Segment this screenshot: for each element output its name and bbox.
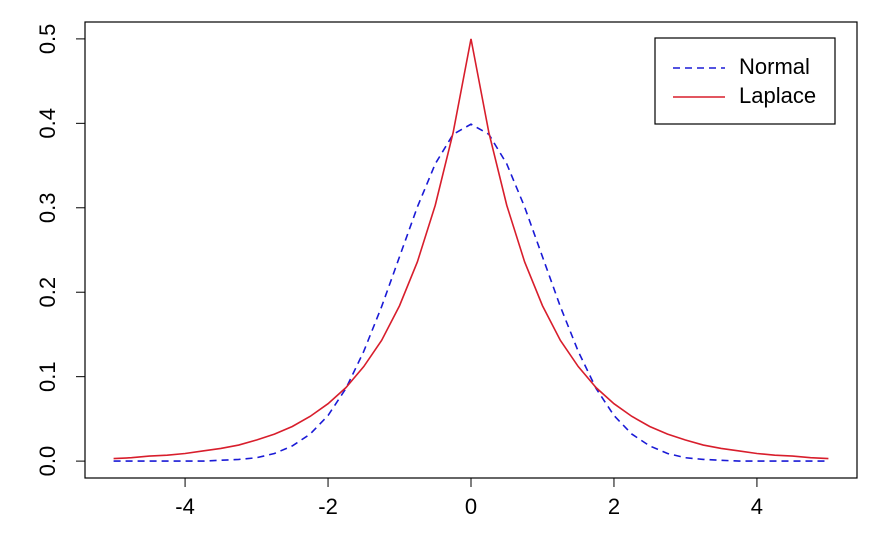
legend-label: Normal <box>739 54 810 79</box>
x-tick-label: 2 <box>608 494 620 519</box>
x-tick-label: -2 <box>318 494 338 519</box>
x-tick-label: 4 <box>751 494 763 519</box>
line <box>113 123 829 462</box>
y-tick-label: 0.2 <box>35 277 60 308</box>
x-tick-label: -4 <box>175 494 195 519</box>
x-tick-label: 0 <box>465 494 477 519</box>
y-tick-label: 0.4 <box>35 108 60 139</box>
line <box>113 38 829 460</box>
y-tick-label: 0.3 <box>35 192 60 223</box>
y-tick-label: 0.0 <box>35 446 60 477</box>
legend-box <box>654 37 836 125</box>
y-tick-label: 0.1 <box>35 361 60 392</box>
legend-label: Laplace <box>739 83 816 108</box>
y-tick-label: 0.5 <box>35 24 60 55</box>
